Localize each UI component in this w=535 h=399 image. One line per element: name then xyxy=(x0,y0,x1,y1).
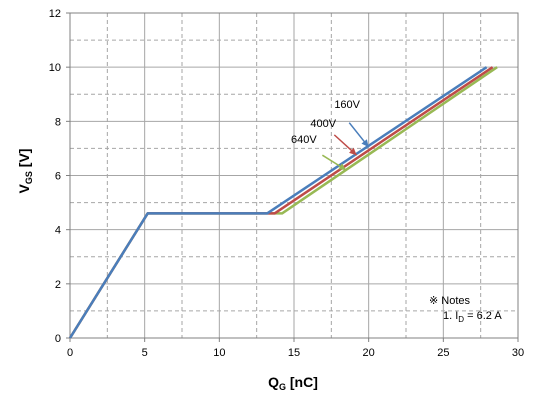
y-tick-label: 0 xyxy=(55,333,61,345)
grid xyxy=(70,13,518,338)
y-tick-label: 10 xyxy=(49,62,61,74)
x-tick-label: 10 xyxy=(213,347,225,359)
series-arrowhead-640V xyxy=(338,163,347,171)
x-tick-label: 25 xyxy=(437,347,449,359)
x-tick-label: 5 xyxy=(142,347,148,359)
series-arrowhead-160V xyxy=(361,139,369,148)
notes-line-1: 1. ID = 6.2 A xyxy=(443,310,502,324)
x-tick-label: 20 xyxy=(363,347,375,359)
tick-labels: 0 5 10 15 20 25 30 0 2 4 6 8 10 12 xyxy=(49,8,524,359)
y-tick-label: 4 xyxy=(55,225,61,237)
series-arrowhead-400V xyxy=(349,147,357,156)
x-tick-label: 15 xyxy=(288,347,300,359)
notes-heading: ※ Notes xyxy=(429,295,471,307)
y-tick-label: 2 xyxy=(55,279,61,291)
x-tick-label: 0 xyxy=(67,347,73,359)
notes-box: ※ Notes 1. ID = 6.2 A xyxy=(429,295,502,324)
y-tick-label: 8 xyxy=(55,116,61,128)
y-tick-label: 12 xyxy=(49,8,61,20)
x-tick-label: 30 xyxy=(512,347,524,359)
x-axis-title: QG [nC] xyxy=(268,374,318,392)
y-tick-label: 6 xyxy=(55,171,61,183)
y-axis-title: VGS [V] xyxy=(16,149,34,194)
series-lines xyxy=(68,66,498,339)
series-annotations: 160V 400V 640V xyxy=(291,99,370,171)
series-label-400V: 400V xyxy=(310,118,336,130)
series-label-160V: 160V xyxy=(334,99,360,111)
series-label-640V: 640V xyxy=(291,134,317,146)
series-line-160V xyxy=(68,66,488,339)
